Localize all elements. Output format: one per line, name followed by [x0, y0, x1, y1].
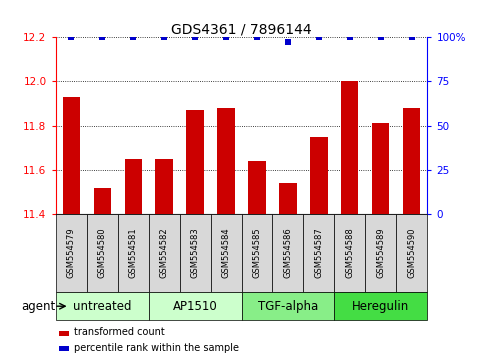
Point: [408, 34, 416, 40]
Text: GSM554579: GSM554579: [67, 228, 75, 279]
FancyBboxPatch shape: [180, 214, 211, 292]
Bar: [280, 183, 297, 214]
Bar: [403, 108, 421, 214]
FancyBboxPatch shape: [242, 292, 334, 320]
Text: GSM554583: GSM554583: [190, 228, 199, 279]
Bar: [186, 110, 203, 214]
Point: [222, 34, 230, 40]
FancyBboxPatch shape: [117, 214, 149, 292]
Point: [315, 34, 323, 40]
Bar: [372, 124, 389, 214]
Text: GSM554580: GSM554580: [98, 228, 107, 279]
Text: GSM554589: GSM554589: [376, 228, 385, 279]
Bar: [125, 159, 142, 214]
Point: [377, 34, 385, 40]
FancyBboxPatch shape: [334, 214, 366, 292]
Text: GSM554588: GSM554588: [345, 228, 355, 279]
Title: GDS4361 / 7896144: GDS4361 / 7896144: [171, 22, 312, 36]
Text: Heregulin: Heregulin: [352, 300, 410, 313]
FancyBboxPatch shape: [211, 214, 242, 292]
Text: percentile rank within the sample: percentile rank within the sample: [74, 343, 239, 353]
Bar: [217, 108, 235, 214]
Point: [284, 40, 292, 45]
FancyBboxPatch shape: [272, 214, 303, 292]
Text: AP1510: AP1510: [172, 300, 217, 313]
Point: [253, 34, 261, 40]
Text: GSM554584: GSM554584: [222, 228, 230, 279]
Bar: [94, 188, 111, 214]
Text: agent: agent: [21, 300, 56, 313]
FancyBboxPatch shape: [303, 214, 334, 292]
FancyBboxPatch shape: [242, 214, 272, 292]
Text: GSM554585: GSM554585: [253, 228, 261, 279]
Bar: [59, 331, 69, 336]
Text: GSM554581: GSM554581: [128, 228, 138, 279]
Text: untreated: untreated: [73, 300, 131, 313]
Point: [160, 34, 168, 40]
FancyBboxPatch shape: [86, 214, 117, 292]
Point: [346, 34, 354, 40]
Bar: [156, 159, 172, 214]
Point: [67, 34, 75, 40]
FancyBboxPatch shape: [366, 214, 397, 292]
Text: GSM554587: GSM554587: [314, 228, 324, 279]
FancyBboxPatch shape: [56, 292, 149, 320]
Text: GSM554586: GSM554586: [284, 228, 293, 279]
FancyBboxPatch shape: [397, 214, 427, 292]
FancyBboxPatch shape: [149, 214, 180, 292]
Bar: [248, 161, 266, 214]
Point: [129, 34, 137, 40]
Text: GSM554582: GSM554582: [159, 228, 169, 279]
Bar: [341, 81, 358, 214]
Text: transformed count: transformed count: [74, 327, 165, 337]
Point: [191, 34, 199, 40]
Point: [98, 34, 106, 40]
Bar: [311, 137, 327, 214]
Bar: [59, 347, 69, 350]
FancyBboxPatch shape: [56, 214, 86, 292]
Text: TGF-alpha: TGF-alpha: [258, 300, 318, 313]
FancyBboxPatch shape: [149, 292, 242, 320]
FancyBboxPatch shape: [334, 292, 427, 320]
Bar: [62, 97, 80, 214]
Text: GSM554590: GSM554590: [408, 228, 416, 278]
